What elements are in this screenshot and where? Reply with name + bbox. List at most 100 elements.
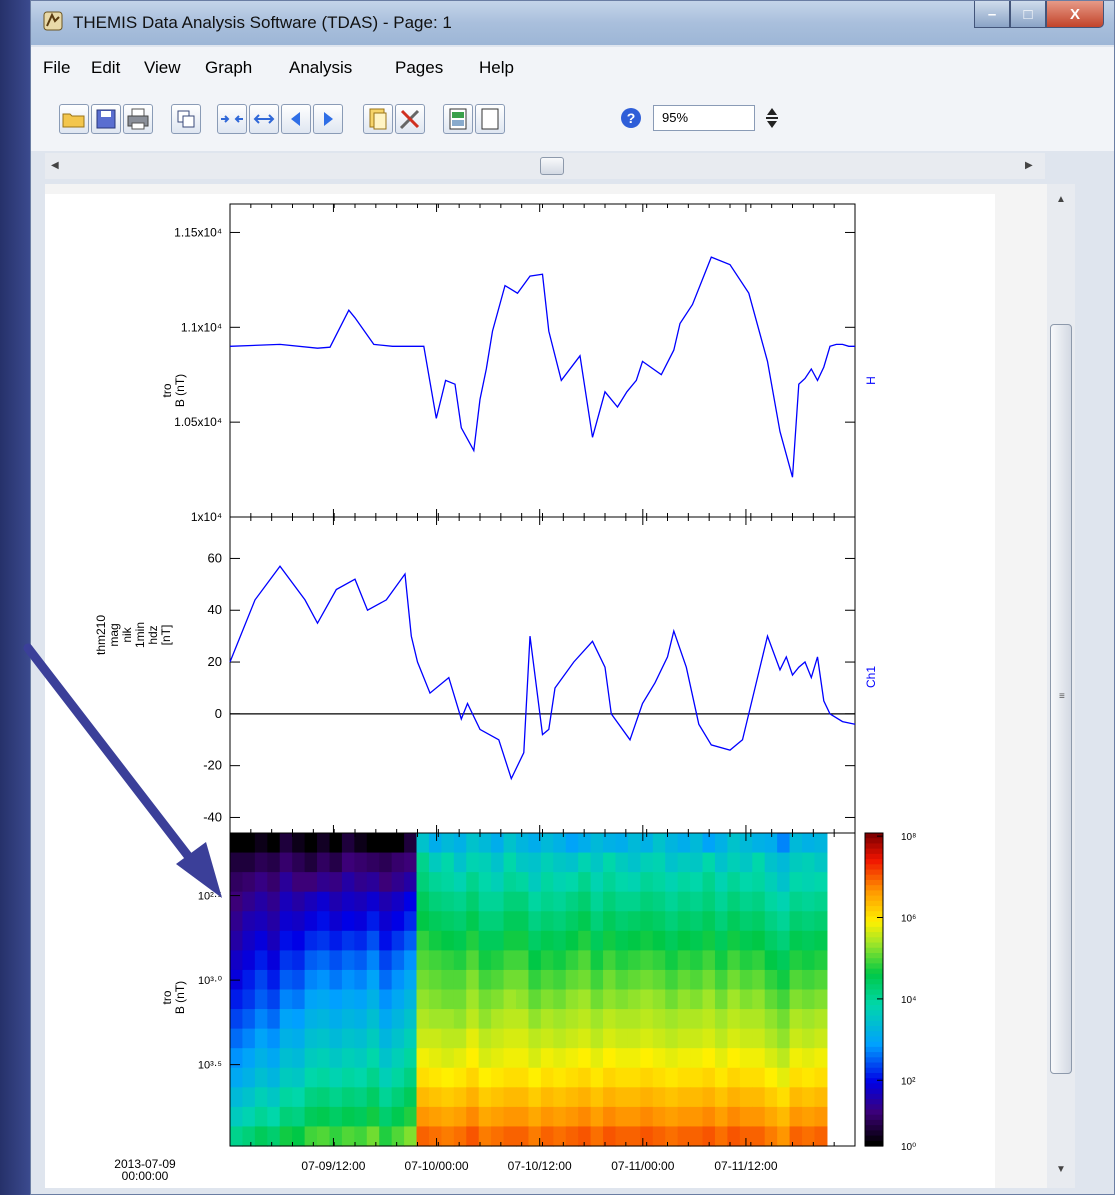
spectrogram-cell bbox=[279, 1028, 293, 1049]
close-button[interactable]: X bbox=[1046, 1, 1104, 28]
spectrogram-cell bbox=[764, 930, 778, 951]
spectrogram-cell bbox=[565, 1067, 579, 1088]
spectrogram-cell bbox=[441, 1028, 455, 1049]
spectrogram-cell bbox=[416, 989, 430, 1010]
scroll-right-arrow-icon[interactable]: ▶ bbox=[1025, 160, 1033, 171]
spectrogram-cell bbox=[391, 930, 405, 951]
spectrogram-cell bbox=[528, 1009, 542, 1030]
colorbar-segment bbox=[865, 1052, 883, 1058]
spectrogram-cell bbox=[354, 1009, 368, 1030]
spectrogram-cell bbox=[764, 852, 778, 873]
spectrogram-cell bbox=[516, 989, 530, 1010]
scroll-down-arrow-icon[interactable]: ▼ bbox=[1056, 1164, 1066, 1175]
spectrogram-cell bbox=[665, 1067, 679, 1088]
spectrogram-cell bbox=[764, 833, 778, 854]
spectrogram-cell bbox=[230, 1126, 244, 1147]
spectrogram-cell bbox=[428, 969, 442, 991]
open-icon[interactable] bbox=[59, 104, 89, 134]
spectrogram-cell bbox=[789, 1106, 803, 1128]
spectrogram-cell bbox=[627, 1048, 641, 1069]
spectrogram-cell bbox=[603, 969, 617, 991]
menu-edit[interactable]: Edit bbox=[91, 58, 121, 77]
spectrogram-cell bbox=[242, 1087, 256, 1108]
spectrogram-cell bbox=[528, 911, 542, 932]
spectrogram-cell bbox=[254, 969, 268, 991]
title-bar[interactable]: THEMIS Data Analysis Software (TDAS) - P… bbox=[31, 1, 1114, 45]
spectrogram-cell bbox=[752, 852, 766, 873]
menu-file[interactable]: File bbox=[43, 58, 71, 77]
menu-view[interactable]: View bbox=[144, 58, 181, 77]
spectrogram-cell bbox=[478, 1126, 492, 1147]
spectrogram-cell bbox=[404, 969, 418, 991]
colorbar-segment bbox=[865, 1031, 883, 1038]
spectrogram-cell bbox=[254, 1106, 268, 1128]
spectrogram-cell bbox=[279, 872, 293, 893]
spectrogram-cell bbox=[503, 852, 517, 873]
help-icon[interactable]: ? bbox=[617, 104, 647, 134]
menu-graph[interactable]: Graph bbox=[205, 58, 253, 77]
compress-icon[interactable] bbox=[217, 104, 247, 134]
spectrogram-cell bbox=[677, 1009, 691, 1030]
scroll-left-arrow-icon[interactable]: ◀ bbox=[51, 160, 59, 171]
copy-icon[interactable] bbox=[171, 104, 201, 134]
spectrogram-cell bbox=[690, 950, 704, 971]
spectrogram-cell bbox=[789, 1067, 803, 1088]
spectrogram-cell bbox=[478, 1009, 492, 1030]
blank-page-icon[interactable] bbox=[475, 104, 505, 134]
save-icon[interactable] bbox=[91, 104, 121, 134]
spectrogram-cell bbox=[652, 891, 666, 912]
vertical-scrollbar[interactable]: ▲ ≡ ▼ bbox=[1047, 184, 1075, 1188]
spectrogram-cell bbox=[528, 872, 542, 893]
spectrogram-cell bbox=[802, 1028, 816, 1049]
spectrogram-cell bbox=[254, 1126, 268, 1147]
menu-pages[interactable]: Pages bbox=[395, 58, 444, 77]
spectrogram-cell bbox=[652, 872, 666, 893]
horizontal-scrollbar[interactable]: ◀ ▶ bbox=[45, 153, 1045, 179]
expand-icon[interactable] bbox=[249, 104, 279, 134]
spectrogram-cell bbox=[690, 1126, 704, 1147]
layout-icon[interactable] bbox=[443, 104, 473, 134]
zoom-spinner[interactable] bbox=[764, 105, 780, 131]
spectrogram-cell bbox=[428, 911, 442, 932]
spectrogram-cell bbox=[341, 872, 355, 893]
spectrogram-cell bbox=[366, 1009, 380, 1030]
spectrogram-cell bbox=[254, 930, 268, 951]
spectrogram-cell bbox=[789, 911, 803, 932]
print-icon[interactable] bbox=[123, 104, 153, 134]
template-icon[interactable] bbox=[363, 104, 393, 134]
spectrogram-cell bbox=[466, 950, 480, 971]
spectrogram-cell bbox=[341, 969, 355, 991]
spectrogram-cell bbox=[578, 891, 592, 912]
spectrogram-cell bbox=[441, 1067, 455, 1088]
spectrogram-cell bbox=[528, 1028, 542, 1049]
spectrogram-cell bbox=[491, 1106, 505, 1128]
maximize-button[interactable]: □ bbox=[1010, 1, 1046, 28]
spectrogram-cell bbox=[503, 930, 517, 951]
spectrogram-cell bbox=[267, 1087, 281, 1108]
spectrogram-cell bbox=[230, 833, 244, 854]
spectrogram-cell bbox=[727, 930, 741, 951]
series-label-ch1-text: Ch1 bbox=[864, 666, 878, 688]
spectrogram-cell bbox=[404, 1067, 418, 1088]
spectrogram-cell bbox=[354, 1048, 368, 1069]
series-label-h-text: H bbox=[864, 376, 878, 385]
menu-analysis[interactable]: Analysis bbox=[289, 58, 353, 77]
svg-text:?: ? bbox=[627, 110, 636, 126]
spectrogram-cell bbox=[379, 930, 393, 951]
vertical-scroll-thumb[interactable]: ≡ bbox=[1050, 324, 1072, 1074]
y-tick-label: 20 bbox=[208, 654, 222, 669]
spectrogram-cell bbox=[665, 891, 679, 912]
scroll-up-arrow-icon[interactable]: ▲ bbox=[1056, 194, 1066, 205]
zoom-input[interactable]: 95% bbox=[653, 105, 755, 131]
menu-help[interactable]: Help bbox=[479, 58, 514, 77]
minimize-button[interactable]: – bbox=[974, 1, 1010, 28]
spectrogram-cell bbox=[727, 1106, 741, 1128]
scroll-right-icon[interactable] bbox=[313, 104, 343, 134]
spectrogram-cell bbox=[652, 911, 666, 932]
spectrogram-cell bbox=[391, 989, 405, 1010]
y-axis-label-line: 1min bbox=[133, 622, 147, 648]
scroll-left-icon[interactable] bbox=[281, 104, 311, 134]
tools-icon[interactable] bbox=[395, 104, 425, 134]
spectrogram-cell bbox=[503, 1067, 517, 1088]
horizontal-scroll-thumb[interactable] bbox=[540, 157, 564, 175]
